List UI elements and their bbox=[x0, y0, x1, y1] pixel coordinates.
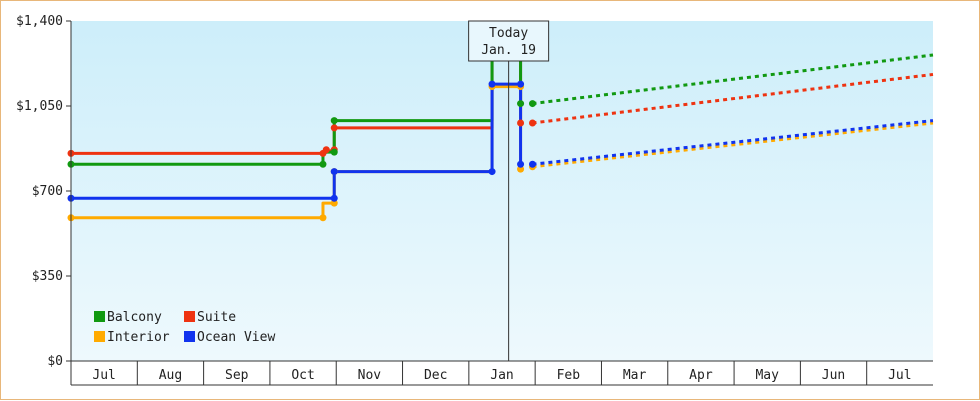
balcony-legend-swatch bbox=[94, 311, 105, 322]
x-tick-label: Sep bbox=[225, 368, 249, 383]
suite-forecast-line bbox=[532, 72, 934, 125]
today-date-label: Jan. 19 bbox=[481, 43, 536, 58]
suite-marker bbox=[517, 119, 525, 127]
ocean-view-marker bbox=[488, 80, 496, 88]
x-tick-label: Jun bbox=[822, 368, 845, 383]
x-tick-label: Jul bbox=[92, 368, 115, 383]
ocean-view-marker bbox=[517, 80, 525, 88]
x-tick-label: May bbox=[755, 368, 779, 383]
y-tick-label: $1,400 bbox=[16, 14, 63, 29]
x-tick-label: Mar bbox=[623, 368, 647, 383]
x-tick-label: Feb bbox=[557, 368, 581, 383]
x-tick-label: Nov bbox=[358, 368, 382, 383]
interior-forecast-line bbox=[532, 121, 934, 169]
interior-marker bbox=[319, 214, 327, 222]
legend: Balcony Suite Interior Ocean View bbox=[94, 310, 275, 345]
ocean-view-legend-label: Ocean View bbox=[197, 330, 275, 345]
y-tick-label: $1,050 bbox=[16, 99, 63, 114]
balcony-marker bbox=[517, 100, 525, 108]
suite-legend-label: Suite bbox=[197, 310, 236, 325]
axes: $0 $350 $700 $1,050 $1,400 Jul Aug Sep Oct Nov Dec… bbox=[16, 14, 933, 386]
x-tick-label: Apr bbox=[689, 368, 713, 383]
suite-marker bbox=[322, 146, 330, 154]
balcony-marker bbox=[319, 160, 327, 168]
y-tick-label: $700 bbox=[32, 184, 63, 199]
ocean-view-marker bbox=[330, 194, 338, 202]
ocean-view-legend-swatch bbox=[184, 331, 195, 342]
today-label: Today bbox=[489, 26, 528, 41]
ocean-view-marker bbox=[529, 160, 537, 168]
suite-legend-swatch bbox=[184, 311, 195, 322]
interior-legend-label: Interior bbox=[107, 330, 170, 345]
balcony-legend-label: Balcony bbox=[107, 310, 162, 325]
interior-marker bbox=[517, 165, 525, 173]
ocean-view-marker bbox=[488, 168, 496, 176]
today-callout: Today Jan. 19 bbox=[468, 20, 550, 62]
ocean-view-forecast-line bbox=[532, 119, 934, 166]
x-tick-label: Aug bbox=[159, 368, 182, 383]
y-tick-label: $350 bbox=[32, 269, 63, 284]
plot-background bbox=[71, 21, 933, 361]
interior-legend-swatch bbox=[94, 331, 105, 342]
x-tick-label: Jul bbox=[888, 368, 911, 383]
balcony-marker bbox=[529, 100, 537, 108]
suite-marker bbox=[529, 119, 537, 127]
x-tick-label: Jan bbox=[490, 368, 513, 383]
balcony-marker bbox=[330, 148, 338, 156]
balcony-marker bbox=[330, 117, 338, 125]
y-tick-label: $0 bbox=[47, 354, 63, 369]
suite-marker bbox=[330, 124, 338, 132]
ocean-view-marker bbox=[517, 160, 525, 168]
x-tick-label: Oct bbox=[291, 368, 314, 383]
x-tick-label: Dec bbox=[424, 368, 447, 383]
ocean-view-marker bbox=[330, 168, 338, 176]
interior-marker bbox=[330, 199, 338, 207]
balcony-forecast-line bbox=[532, 53, 934, 106]
